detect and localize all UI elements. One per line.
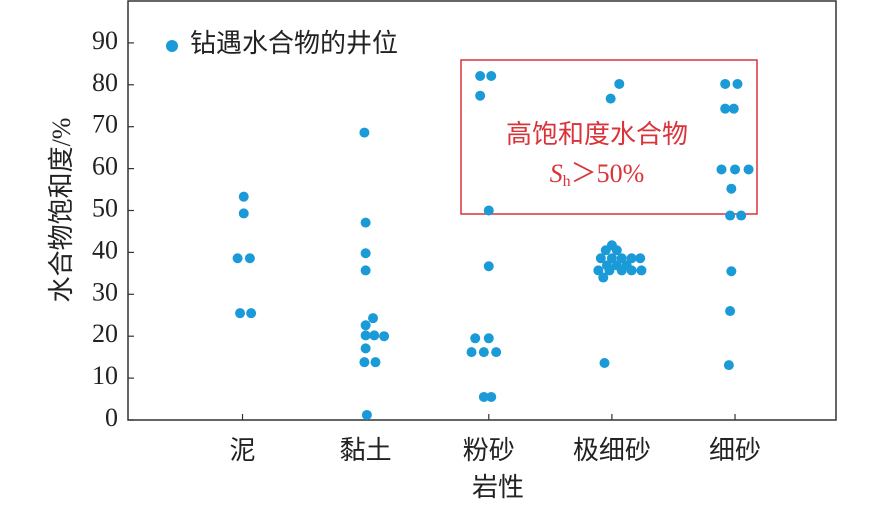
point [726, 183, 737, 194]
point [728, 103, 739, 114]
point [600, 245, 611, 256]
y-tick-label: 70 [92, 110, 118, 139]
point [635, 253, 646, 264]
point [605, 93, 616, 104]
point [614, 78, 625, 89]
annotation-part: S [550, 159, 563, 188]
point [359, 357, 370, 368]
point [360, 330, 371, 341]
y-tick-label: 10 [92, 361, 118, 390]
point [725, 210, 736, 221]
point [238, 191, 249, 202]
point [595, 253, 606, 264]
point [611, 245, 622, 256]
point [244, 253, 255, 264]
point [483, 205, 494, 216]
point [360, 217, 371, 228]
point [360, 343, 371, 354]
point [360, 248, 371, 259]
y-tick-label: 30 [92, 277, 118, 306]
point [478, 347, 489, 358]
point [626, 265, 637, 276]
point [361, 409, 372, 420]
point [238, 208, 249, 219]
x-tick-label: 泥 [230, 436, 256, 465]
point [730, 164, 741, 175]
y-axis-label: 水合物饱和度/% [47, 118, 76, 303]
point [360, 265, 371, 276]
plot-frame [127, 0, 837, 421]
legend-marker [166, 40, 178, 52]
point [725, 306, 736, 317]
annotation: 高饱和度水合物 [506, 120, 688, 149]
point [616, 253, 627, 264]
point [466, 347, 477, 358]
point [491, 347, 502, 358]
point [616, 265, 627, 276]
point [598, 272, 609, 283]
x-tick-label: 极细砂 [573, 436, 651, 465]
annotation-box [460, 59, 758, 215]
point [604, 265, 615, 276]
point [726, 266, 737, 277]
point [359, 127, 370, 138]
point [235, 308, 246, 319]
y-tick-label: 50 [92, 193, 118, 222]
point [720, 103, 731, 114]
point [483, 261, 494, 272]
x-axis-label: 岩性 [472, 473, 524, 502]
point [716, 164, 727, 175]
point [379, 331, 390, 342]
point [599, 358, 610, 369]
point [246, 308, 257, 319]
point [723, 360, 734, 371]
point [360, 320, 371, 331]
x-tick-label: 粉砂 [463, 436, 515, 465]
x-tick-label: 细砂 [709, 436, 761, 465]
point [369, 330, 380, 341]
point [743, 164, 754, 175]
point [606, 253, 617, 264]
y-tick-label: 80 [92, 68, 118, 97]
point [736, 210, 747, 221]
point [593, 265, 604, 276]
point [720, 78, 731, 89]
point [470, 333, 481, 344]
x-tick-label: 黏土 [340, 436, 392, 465]
point [486, 71, 497, 82]
point [370, 357, 381, 368]
annotation-part: ＞50% [571, 159, 645, 188]
y-tick-label: 40 [92, 235, 118, 264]
point [475, 90, 486, 101]
point [732, 78, 743, 89]
point [626, 253, 637, 264]
point [368, 313, 379, 324]
y-tick-label: 60 [92, 152, 118, 181]
point [232, 253, 243, 264]
annotation-part: h [563, 173, 571, 190]
legend-label: 钻遇水合物的井位 [190, 29, 398, 58]
point [486, 391, 497, 402]
y-tick-label: 90 [92, 26, 118, 55]
annotation: Sh＞50% [550, 159, 645, 190]
y-tick-label: 0 [105, 403, 118, 432]
point [636, 265, 647, 276]
point [475, 71, 486, 82]
y-tick-label: 20 [92, 319, 118, 348]
point [483, 333, 494, 344]
point [478, 391, 489, 402]
